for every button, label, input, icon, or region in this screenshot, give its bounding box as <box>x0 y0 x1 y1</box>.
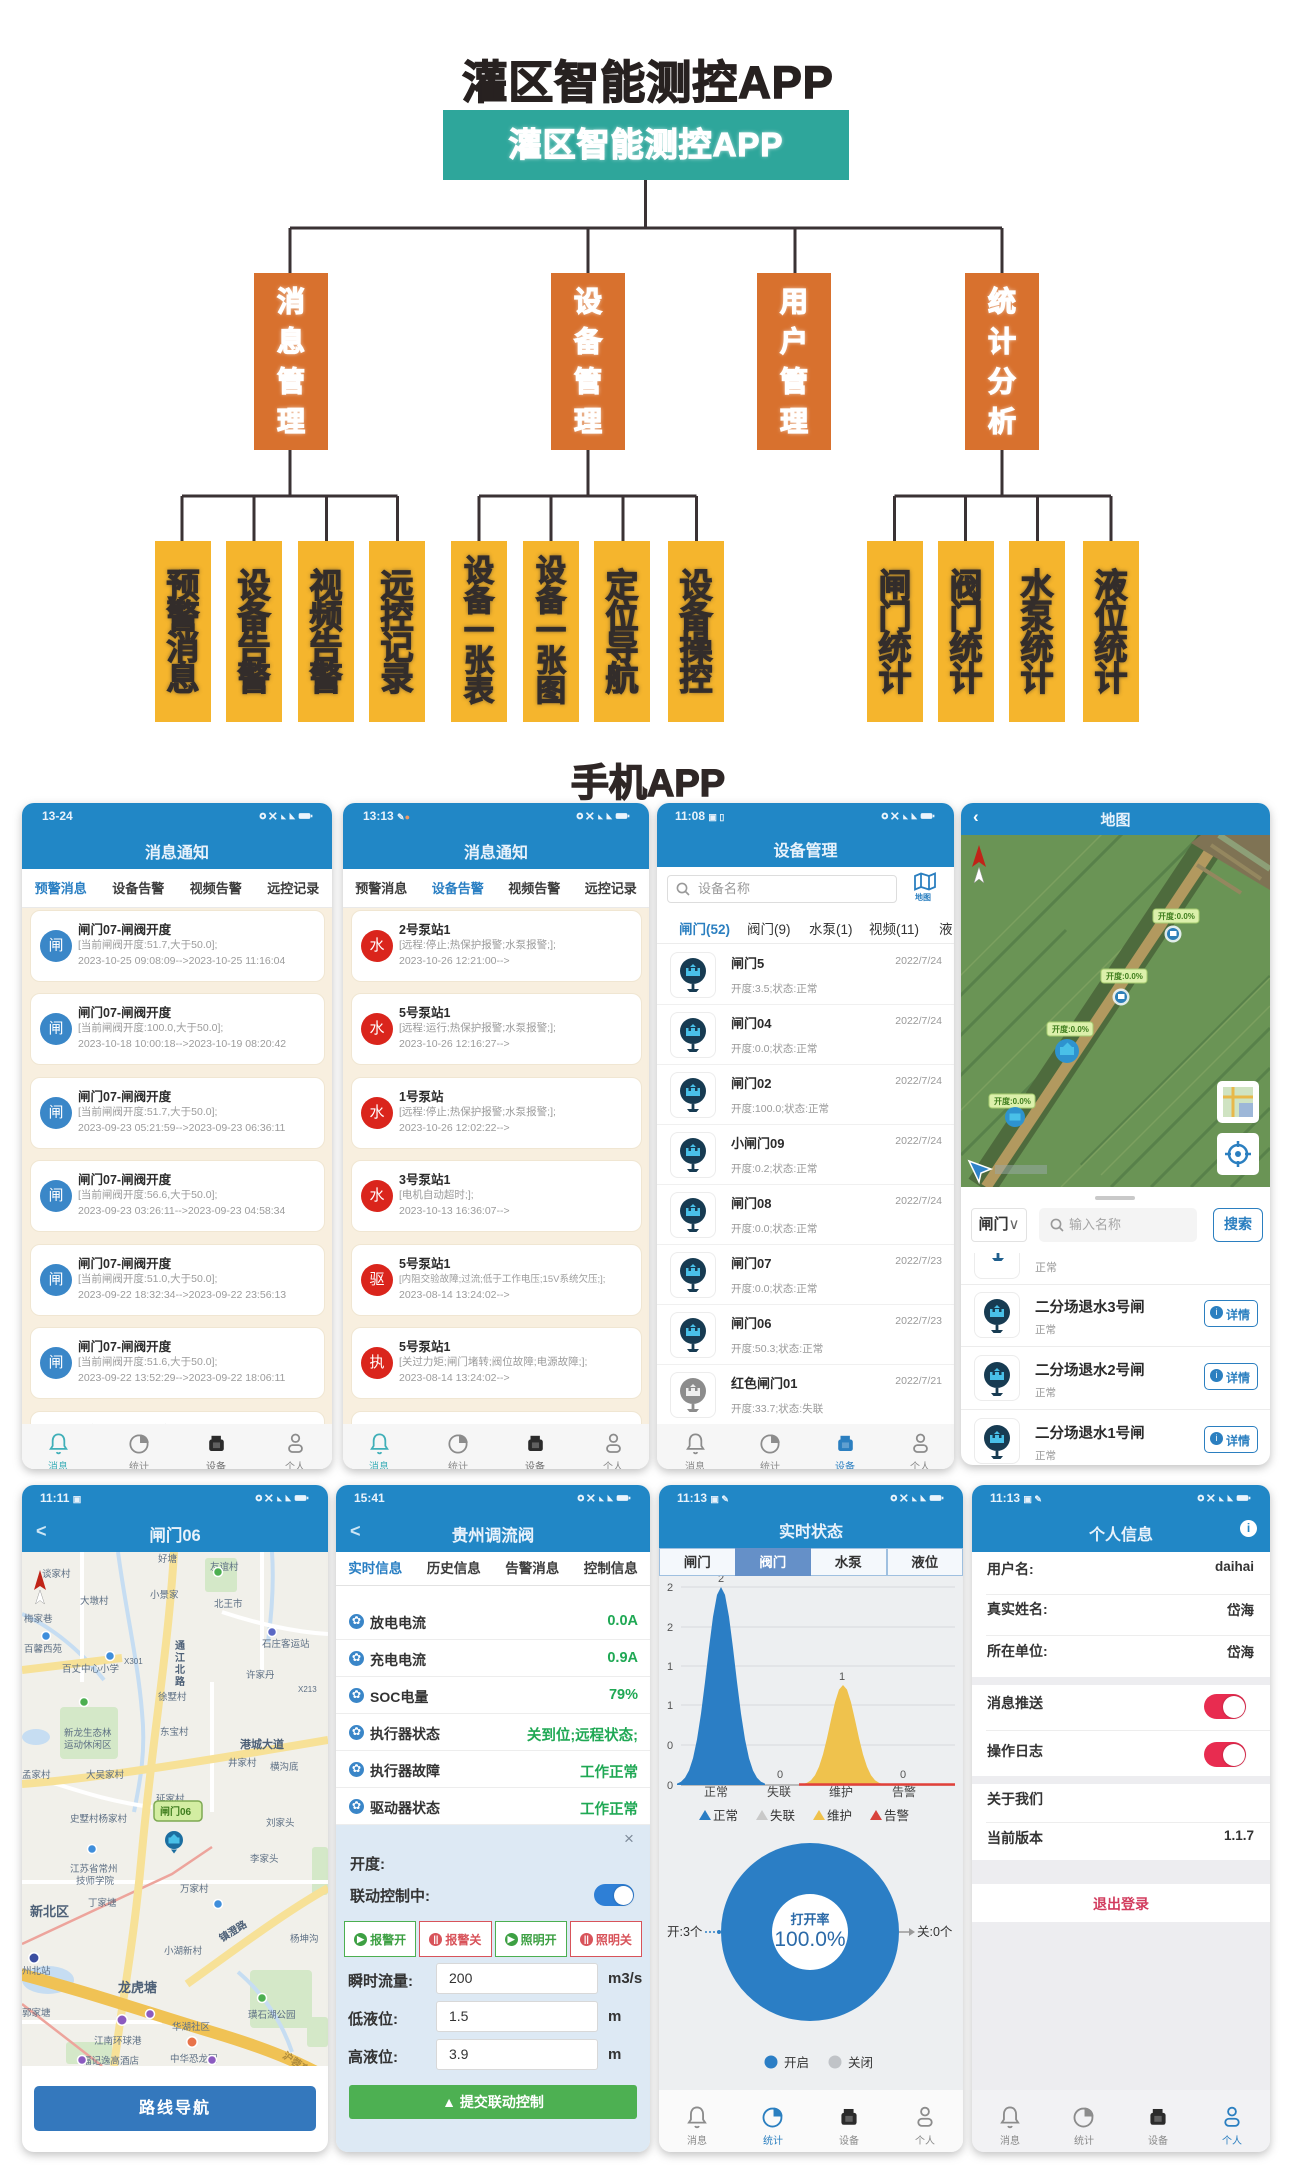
svg-text:大墩村: 大墩村 <box>80 1595 109 1607</box>
svg-text:告警: 告警 <box>892 1784 916 1799</box>
svg-text:告警: 告警 <box>884 1808 909 1823</box>
svg-text:新北区: 新北区 <box>30 1904 69 1919</box>
svg-text:江苏省常州: 江苏省常州 <box>70 1863 118 1875</box>
svg-text:郭家塘: 郭家塘 <box>22 2007 51 2019</box>
svg-text:孟家村: 孟家村 <box>22 1769 51 1781</box>
svg-text:失联: 失联 <box>767 1784 791 1799</box>
svg-text:1: 1 <box>667 1700 673 1712</box>
svg-text:开度:0.0%: 开度:0.0% <box>1158 911 1195 921</box>
svg-text:徐墅村: 徐墅村 <box>158 1691 187 1703</box>
svg-text:维护: 维护 <box>829 1785 853 1799</box>
svg-text:2: 2 <box>667 1622 673 1634</box>
svg-text:0: 0 <box>777 1769 783 1781</box>
svg-text:2: 2 <box>667 1582 673 1594</box>
svg-text:港城大道: 港城大道 <box>240 1737 284 1751</box>
svg-text:杨坤沟: 杨坤沟 <box>290 1933 319 1945</box>
svg-text:0: 0 <box>667 1780 673 1792</box>
svg-text:梅家巷: 梅家巷 <box>24 1613 53 1625</box>
svg-text:X213: X213 <box>298 1685 317 1694</box>
svg-text:百馨西苑: 百馨西苑 <box>24 1643 63 1655</box>
svg-text:0: 0 <box>667 1740 673 1752</box>
svg-text:打开率: 打开率 <box>790 1912 829 1927</box>
svg-text:通江北路: 通江北路 <box>173 1640 185 1688</box>
svg-text:小湖新村: 小湖新村 <box>164 1945 203 1957</box>
svg-text:百丈中心小学: 百丈中心小学 <box>62 1663 119 1675</box>
svg-text:维护: 维护 <box>827 1809 852 1823</box>
svg-text:石庄客运站: 石庄客运站 <box>262 1638 310 1650</box>
svg-text:开度:0.0%: 开度:0.0% <box>994 1096 1031 1106</box>
svg-text:江南环球港: 江南环球港 <box>94 2035 142 2047</box>
svg-text:开度:0.0%: 开度:0.0% <box>1106 971 1143 981</box>
svg-text:1: 1 <box>667 1661 673 1673</box>
svg-text:2: 2 <box>718 1576 724 1585</box>
svg-text:闸门06: 闸门06 <box>160 1805 192 1818</box>
svg-text:福记逸高酒店: 福记逸高酒店 <box>82 2055 139 2066</box>
svg-text:正常: 正常 <box>704 1785 728 1799</box>
svg-text:刘家头: 刘家头 <box>266 1817 295 1829</box>
svg-text:许家丹: 许家丹 <box>246 1669 275 1681</box>
svg-text:X301: X301 <box>124 1657 143 1666</box>
svg-text:谈家村: 谈家村 <box>42 1568 71 1580</box>
svg-text:中华恐龙园: 中华恐龙园 <box>170 2053 218 2065</box>
svg-text:失联: 失联 <box>770 1808 796 1823</box>
svg-text:技师学院: 技师学院 <box>76 1875 115 1887</box>
svg-text:龙虎塘: 龙虎塘 <box>118 1980 157 1995</box>
svg-text:正常: 正常 <box>713 1809 738 1823</box>
svg-text:开:3个: 开:3个 <box>667 1925 703 1939</box>
svg-text:丁家塘: 丁家塘 <box>88 1897 117 1909</box>
svg-text:小景家: 小景家 <box>150 1589 179 1601</box>
svg-text:关闭: 关闭 <box>848 2056 873 2070</box>
svg-text:万家村: 万家村 <box>180 1883 209 1895</box>
svg-text:开启: 开启 <box>784 2056 809 2070</box>
svg-text:华湖社区: 华湖社区 <box>172 2021 211 2033</box>
svg-text:州北站: 州北站 <box>22 1965 51 1977</box>
svg-text:璜石湖公园: 璜石湖公园 <box>248 2009 296 2021</box>
svg-text:100.0%: 100.0% <box>774 1928 845 1951</box>
svg-text:1: 1 <box>839 1671 845 1683</box>
svg-text:东宝村: 东宝村 <box>160 1726 189 1738</box>
svg-text:北王市: 北王市 <box>214 1598 243 1610</box>
svg-text:好塘: 好塘 <box>158 1553 178 1565</box>
svg-text:李家头: 李家头 <box>250 1853 279 1865</box>
svg-text:开度:0.0%: 开度:0.0% <box>1052 1024 1089 1034</box>
svg-text:关:0个: 关:0个 <box>917 1925 953 1939</box>
svg-text:大吴家村: 大吴家村 <box>86 1769 125 1781</box>
svg-text:史墅村杨家村: 史墅村杨家村 <box>70 1813 128 1825</box>
svg-text:0: 0 <box>900 1769 906 1781</box>
svg-text:新龙生态林: 新龙生态林 <box>64 1727 112 1739</box>
svg-text:运动休闲区: 运动休闲区 <box>64 1739 112 1751</box>
svg-text:井家村: 井家村 <box>228 1757 257 1769</box>
svg-text:横沟底: 横沟底 <box>270 1761 299 1773</box>
